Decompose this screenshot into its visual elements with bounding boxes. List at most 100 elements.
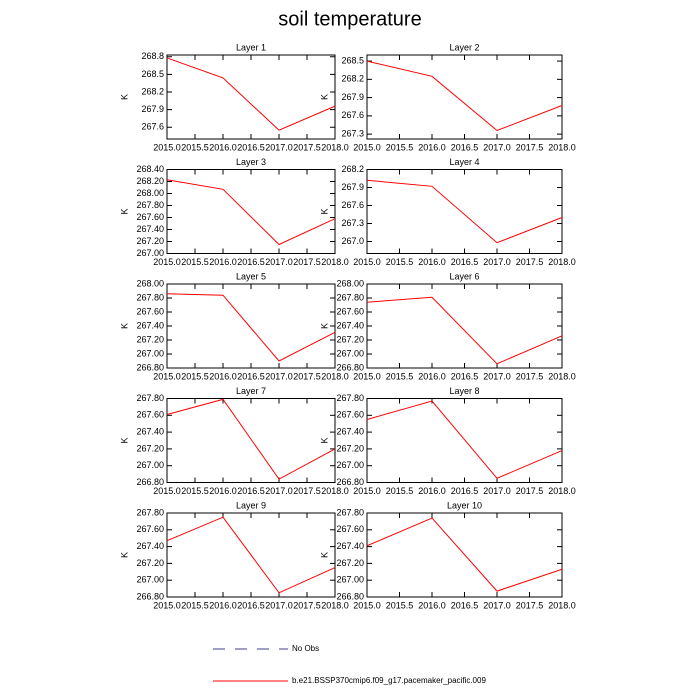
x-tick-label: 2016.5 <box>237 486 265 496</box>
x-tick-label: 2017.5 <box>293 142 321 152</box>
y-tick-label: 267.60 <box>336 524 364 534</box>
data-line <box>366 400 563 479</box>
x-tick-label: 2016.5 <box>451 257 479 267</box>
x-tick-label: 2015.0 <box>153 142 181 152</box>
y-tick-label: 267.20 <box>336 334 364 344</box>
x-tick-label: 2017.0 <box>483 486 511 496</box>
x-tick-label: 2016.0 <box>418 371 446 381</box>
x-tick-label: 2017.0 <box>265 371 293 381</box>
y-tick-label: 267.00 <box>336 575 364 585</box>
x-tick-label: 2017.5 <box>516 142 544 152</box>
x-tick-label: 2016.5 <box>451 142 479 152</box>
y-tick-label: 267.20 <box>336 558 364 568</box>
y-tick-label: 267.60 <box>336 306 364 316</box>
x-tick-label: 2017.0 <box>483 371 511 381</box>
panel-title: Layer 3 <box>236 157 266 167</box>
x-tick-label: 2016.5 <box>237 600 265 610</box>
x-tick-label: 2015.0 <box>153 257 181 267</box>
plot-frame <box>166 169 336 254</box>
x-tick-label: 2016.0 <box>418 600 446 610</box>
data-line <box>366 517 563 592</box>
x-tick-label: 2015.5 <box>386 371 414 381</box>
y-tick-label: 268.20 <box>136 176 164 186</box>
panel-title: Layer 2 <box>449 42 479 52</box>
x-tick-label: 2017.5 <box>293 371 321 381</box>
y-axis-label: K <box>119 208 129 214</box>
x-tick-label: 2015.5 <box>386 486 414 496</box>
y-tick-label: 267.40 <box>336 426 364 436</box>
x-tick-label: 2015.5 <box>181 371 209 381</box>
y-tick-label: 267.60 <box>136 306 164 316</box>
data-line <box>166 57 336 131</box>
x-tick-label: 2015.5 <box>181 257 209 267</box>
y-tick-label: 267.00 <box>336 460 364 470</box>
x-tick-label: 2017.0 <box>483 257 511 267</box>
plot-frame <box>366 169 563 254</box>
y-tick-label: 267.40 <box>136 320 164 330</box>
x-tick-label: 2015.0 <box>353 600 381 610</box>
x-tick-label: 2015.5 <box>181 486 209 496</box>
x-tick-label: 2016.0 <box>209 142 237 152</box>
x-tick-label: 2017.0 <box>265 486 293 496</box>
data-line <box>166 516 336 594</box>
x-tick-label: 2015.5 <box>181 600 209 610</box>
y-tick-label: 266.80 <box>136 362 164 372</box>
panel-title: Layer 7 <box>236 386 266 396</box>
y-tick-label: 267.6 <box>341 200 364 210</box>
x-tick-label: 2018.0 <box>321 371 349 381</box>
y-tick-label: 267.40 <box>336 320 364 330</box>
y-tick-label: 268.5 <box>141 69 164 79</box>
y-axis-label: K <box>319 94 329 100</box>
x-tick-label: 2017.5 <box>516 600 544 610</box>
x-tick-label: 2018.0 <box>321 486 349 496</box>
x-tick-label: 2015.5 <box>386 600 414 610</box>
x-tick-label: 2018.0 <box>548 371 576 381</box>
figure-title: soil temperature <box>278 8 421 30</box>
y-tick-label: 267.20 <box>136 558 164 568</box>
y-tick-label: 266.80 <box>136 591 164 601</box>
panel-title: Layer 8 <box>449 386 479 396</box>
y-axis-label: K <box>319 437 329 443</box>
data-line <box>166 179 336 246</box>
x-tick-label: 2016.0 <box>209 257 237 267</box>
x-tick-label: 2015.0 <box>153 371 181 381</box>
x-tick-label: 2015.0 <box>353 142 381 152</box>
y-tick-label: 268.5 <box>341 55 364 65</box>
y-axis-label: K <box>119 94 129 100</box>
y-tick-label: 266.80 <box>336 362 364 372</box>
y-tick-label: 267.20 <box>336 443 364 453</box>
y-tick-label: 267.80 <box>336 507 364 517</box>
x-tick-label: 2015.5 <box>386 257 414 267</box>
y-tick-label: 267.20 <box>136 236 164 246</box>
y-tick-label: 268.2 <box>341 164 364 174</box>
y-tick-label: 267.9 <box>141 104 164 114</box>
data-line <box>166 398 336 480</box>
x-tick-label: 2016.5 <box>451 486 479 496</box>
panel-title: Layer 1 <box>236 42 266 52</box>
data-line <box>366 60 563 132</box>
x-tick-label: 2017.5 <box>516 257 544 267</box>
x-tick-label: 2017.0 <box>483 142 511 152</box>
y-tick-label: 266.80 <box>136 477 164 487</box>
x-tick-label: 2016.5 <box>237 371 265 381</box>
panel-title: Layer 10 <box>447 500 482 510</box>
x-tick-label: 2018.0 <box>321 600 349 610</box>
x-tick-label: 2017.5 <box>293 600 321 610</box>
plot-frame <box>166 283 336 369</box>
y-axis-label: K <box>319 323 329 329</box>
data-line <box>366 179 563 244</box>
x-tick-label: 2017.5 <box>516 486 544 496</box>
y-axis-label: K <box>119 552 129 558</box>
y-tick-label: 267.80 <box>136 393 164 403</box>
x-tick-label: 2015.0 <box>153 600 181 610</box>
y-tick-label: 267.80 <box>136 292 164 302</box>
x-tick-label: 2017.0 <box>483 600 511 610</box>
x-tick-label: 2016.0 <box>418 257 446 267</box>
x-tick-label: 2017.5 <box>293 486 321 496</box>
legend-label: No Obs <box>292 644 319 653</box>
y-tick-label: 267.20 <box>136 443 164 453</box>
panel-title: Layer 9 <box>236 500 266 510</box>
y-tick-label: 267.60 <box>136 524 164 534</box>
